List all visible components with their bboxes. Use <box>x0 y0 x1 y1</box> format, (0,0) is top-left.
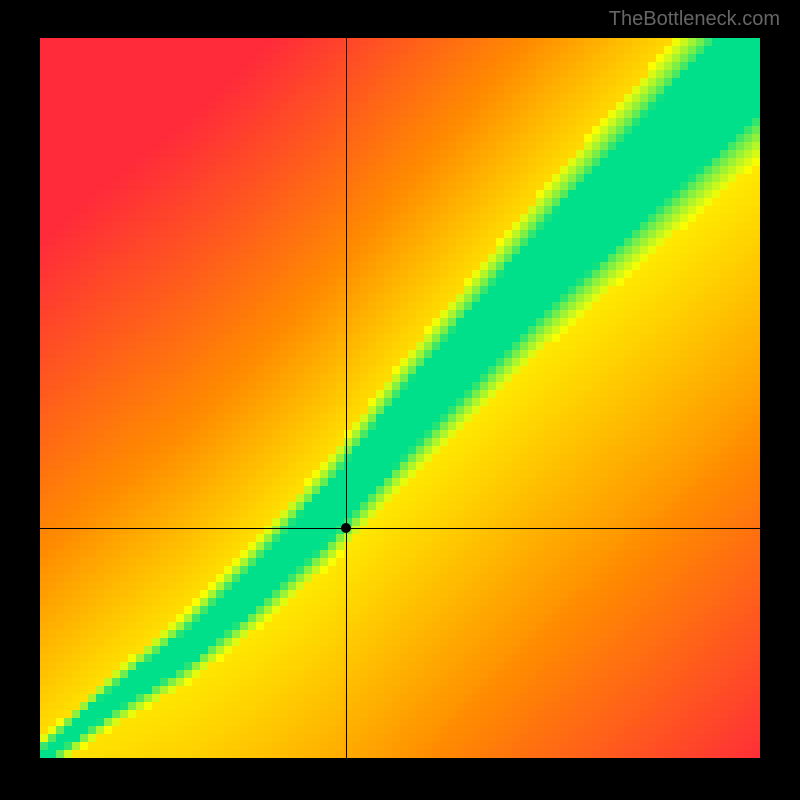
crosshair-horizontal <box>40 528 760 529</box>
heatmap-canvas <box>40 38 760 758</box>
heatmap-plot <box>40 38 760 758</box>
marker-dot <box>341 523 351 533</box>
crosshair-vertical <box>346 38 347 758</box>
watermark-text: TheBottleneck.com <box>609 8 780 31</box>
